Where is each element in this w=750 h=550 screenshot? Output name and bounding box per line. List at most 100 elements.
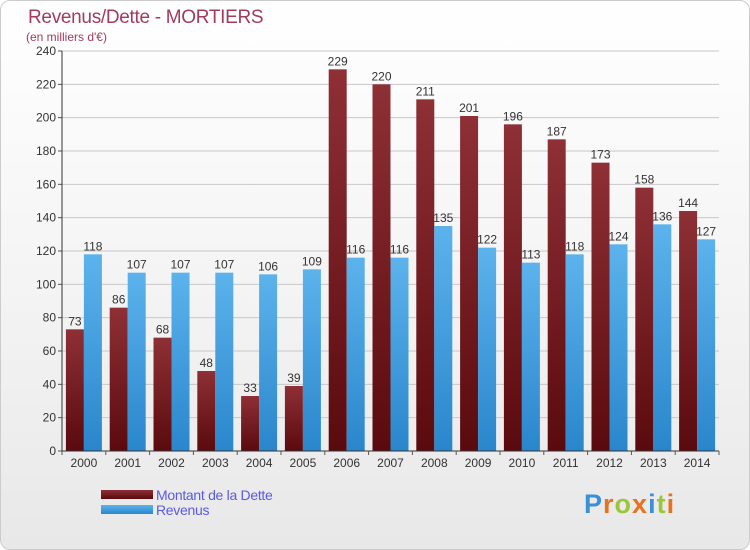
bar-dette: [372, 84, 391, 451]
bar-revenus: [697, 239, 716, 451]
logo-letter: x: [632, 489, 649, 519]
value-label-revenus: 122: [477, 233, 497, 247]
bar-revenus: [259, 274, 278, 451]
value-label-dette: 201: [459, 101, 479, 115]
x-tick-label: 2005: [290, 456, 317, 470]
bar-dette: [109, 307, 128, 451]
value-label-dette: 158: [634, 173, 654, 187]
bar-dette: [328, 69, 347, 451]
logo-letter: o: [614, 489, 633, 519]
bar-dette: [153, 337, 172, 451]
bar-dette: [416, 99, 435, 451]
bar-revenus: [83, 254, 102, 451]
bar-revenus: [609, 244, 628, 451]
value-label-revenus: 109: [302, 254, 322, 268]
bar-dette: [65, 329, 84, 451]
value-label-dette: 220: [371, 69, 391, 83]
y-tick-label: 200: [36, 111, 56, 125]
x-tick-label: 2002: [158, 456, 185, 470]
bar-dette: [241, 396, 260, 451]
x-tick-label: 2010: [509, 456, 536, 470]
value-label-dette: 173: [590, 148, 610, 162]
x-tick-label: 2014: [684, 456, 711, 470]
x-tick-label: 2000: [71, 456, 98, 470]
value-label-revenus: 107: [170, 258, 190, 272]
legend: Montant de la Dette Revenus: [101, 486, 273, 518]
bar-revenus: [215, 272, 234, 451]
bar-revenus: [521, 262, 540, 451]
x-tick-label: 2004: [246, 456, 273, 470]
legend-swatch-dette: [101, 490, 153, 499]
legend-item-revenus: Revenus: [101, 502, 273, 518]
bar-dette: [460, 116, 479, 451]
legend-item-dette: Montant de la Dette: [101, 486, 273, 503]
value-label-revenus: 127: [696, 224, 716, 238]
chart-title: Revenus/Dette - MORTIERS: [28, 7, 264, 28]
x-tick-label: 2007: [377, 456, 404, 470]
value-label-dette: 39: [287, 371, 301, 385]
legend-label-dette: Montant de la Dette: [156, 486, 273, 503]
x-tick-label: 2012: [596, 456, 623, 470]
x-tick-label: 2011: [553, 456, 579, 470]
bar-revenus: [565, 254, 584, 451]
x-tick-label: 2013: [640, 456, 667, 470]
y-tick-label: 120: [36, 244, 56, 258]
value-label-dette: 48: [200, 356, 214, 370]
bar-revenus: [390, 257, 409, 451]
bar-dette: [197, 371, 216, 451]
legend-swatch-revenus: [101, 505, 153, 514]
bar-revenus: [434, 226, 453, 451]
bar-dette: [547, 139, 566, 452]
y-tick-label: 20: [43, 411, 57, 425]
bar-dette: [635, 187, 654, 451]
value-label-revenus: 124: [608, 229, 628, 243]
value-label-dette: 144: [678, 196, 698, 210]
bar-dette: [591, 162, 610, 451]
value-label-revenus: 107: [127, 258, 147, 272]
y-tick-label: 160: [36, 177, 56, 191]
y-tick-label: 80: [43, 311, 57, 325]
x-tick-label: 2003: [202, 456, 229, 470]
x-tick-label: 2009: [465, 456, 492, 470]
bar-dette: [284, 386, 303, 451]
chart-subtitle: (en milliers d'€): [26, 30, 107, 44]
logo-letter: i: [666, 489, 676, 519]
value-label-revenus: 118: [83, 239, 102, 253]
logo-letter: P: [584, 489, 604, 519]
value-label-revenus: 106: [258, 259, 278, 273]
y-tick-label: 180: [36, 144, 56, 158]
value-label-revenus: 118: [565, 239, 584, 253]
bar-dette: [503, 124, 522, 451]
y-tick-label: 40: [43, 377, 57, 391]
value-label-revenus: 135: [433, 211, 453, 225]
bar-revenus: [127, 272, 146, 451]
x-tick-label: 2008: [421, 456, 448, 470]
y-tick-label: 0: [49, 444, 56, 458]
value-label-revenus: 113: [521, 248, 540, 262]
logo-letter: i: [648, 489, 657, 519]
bar-revenus: [478, 247, 497, 451]
bar-revenus: [346, 257, 365, 451]
x-tick-label: 2001: [114, 456, 141, 470]
value-label-revenus: 107: [214, 258, 234, 272]
proxiti-logo: Proxiti: [584, 489, 675, 520]
y-tick-label: 240: [36, 44, 56, 58]
value-label-dette: 229: [328, 54, 348, 68]
value-label-dette: 187: [547, 124, 567, 138]
bar-revenus: [653, 224, 672, 451]
value-label-dette: 33: [243, 381, 257, 395]
y-tick-label: 220: [36, 77, 56, 91]
y-tick-label: 100: [36, 277, 56, 291]
value-label-revenus: 136: [652, 209, 672, 223]
value-label-revenus: 116: [390, 243, 409, 257]
value-label-dette: 196: [503, 109, 523, 123]
x-tick-label: 2006: [333, 456, 360, 470]
y-tick-label: 60: [43, 344, 57, 358]
value-label-dette: 86: [112, 293, 126, 307]
value-label-dette: 68: [156, 323, 170, 337]
y-tick-label: 140: [36, 211, 56, 225]
value-label-revenus: 116: [346, 243, 365, 257]
bar-revenus: [171, 272, 190, 451]
